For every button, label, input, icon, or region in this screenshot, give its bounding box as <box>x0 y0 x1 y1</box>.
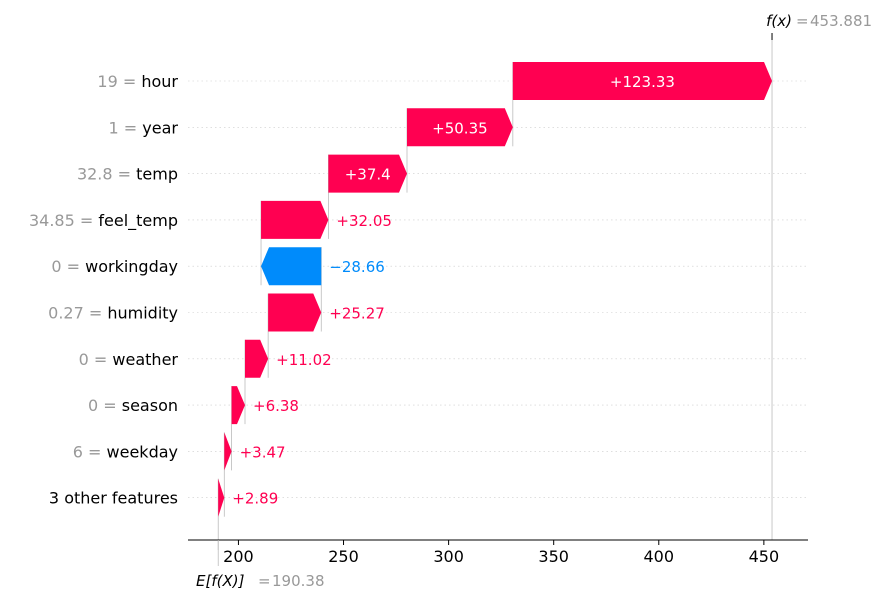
feature-name: feel_temp <box>98 211 178 231</box>
feature-equals: = <box>62 257 86 276</box>
fx-label: f(x) <box>766 12 792 30</box>
feature-label: 0 = weather <box>79 350 179 369</box>
feature-equals: = <box>119 118 143 137</box>
positive-contribution-bar <box>231 386 246 425</box>
feature-value: 0 <box>79 350 89 369</box>
feature-equals: = <box>75 211 99 230</box>
feature-label: 6 = weekday <box>73 442 178 461</box>
contribution-label: +25.27 <box>329 305 385 323</box>
x-tick-label: 200 <box>223 547 254 566</box>
feature-name: weekday <box>107 442 178 461</box>
feature-name: year <box>142 118 178 137</box>
fx-eq: = <box>796 12 809 30</box>
feature-equals: = <box>113 165 137 184</box>
ex-label: E[f(X)] <box>196 572 245 590</box>
feature-label: 34.85 = feel_temp <box>29 211 178 231</box>
feature-equals: = <box>89 350 113 369</box>
x-tick-label: 450 <box>749 547 780 566</box>
feature-name: weather <box>112 350 178 369</box>
contribution-label: +11.02 <box>276 351 332 369</box>
contribution-label: −28.66 <box>329 258 385 276</box>
positive-contribution-bar <box>328 154 407 193</box>
feature-name: workingday <box>85 257 178 276</box>
positive-contribution-bar <box>218 478 225 517</box>
contribution-label: +123.33 <box>610 73 675 91</box>
x-axis: 200 250 300 350 400 450 <box>188 539 808 566</box>
feature-label: 0 = season <box>88 396 178 415</box>
feature-name: humidity <box>107 304 178 323</box>
contribution-label: +37.4 <box>345 166 391 184</box>
feature-name: hour <box>141 72 178 91</box>
ex-eq: = <box>258 572 271 590</box>
fx-value: 453.881 <box>810 12 872 30</box>
feature-label: 0.27 = humidity <box>48 304 178 323</box>
feature-name: season <box>122 396 178 415</box>
contribution-bars <box>218 62 773 517</box>
feature-equals: = <box>83 442 107 461</box>
feature-label: 0 = workingday <box>51 257 178 276</box>
negative-contribution-bar <box>261 247 322 286</box>
positive-contribution-bar <box>261 200 329 239</box>
feature-value: 0 <box>51 257 61 276</box>
contribution-label: +2.89 <box>232 490 278 508</box>
feature-equals: = <box>84 304 108 323</box>
feature-labels: +123.33 19 = hour +50.35 1 = year +37.4 32.8 … <box>29 72 675 508</box>
feature-value: 0 <box>88 396 98 415</box>
contribution-label: +3.47 <box>240 443 286 461</box>
feature-value: 34.85 <box>29 211 75 230</box>
feature-value: 19 <box>97 72 117 91</box>
contribution-label: +50.35 <box>432 119 488 137</box>
feature-equals: = <box>98 396 122 415</box>
contribution-label: +6.38 <box>253 397 299 415</box>
x-tick-label: 400 <box>644 547 675 566</box>
feature-value: 1 <box>109 118 119 137</box>
feature-name: temp <box>136 165 178 184</box>
contribution-label: +32.05 <box>336 212 392 230</box>
positive-contribution-bar <box>268 293 322 332</box>
feature-label: 1 = year <box>109 118 179 137</box>
positive-contribution-bar <box>406 108 513 147</box>
positive-contribution-bar <box>224 432 232 471</box>
positive-contribution-bar <box>512 62 773 100</box>
ex-value: 190.38 <box>272 572 325 590</box>
positive-contribution-bar <box>245 339 269 378</box>
feature-value: 32.8 <box>77 165 113 184</box>
feature-name: 3 other features <box>49 489 178 508</box>
feature-equals: = <box>118 72 142 91</box>
x-tick-label: 300 <box>433 547 464 566</box>
feature-label: 3 other features <box>49 489 178 508</box>
feature-value: 0.27 <box>48 304 84 323</box>
feature-label: 19 = hour <box>97 72 178 91</box>
x-tick-label: 250 <box>328 547 359 566</box>
feature-label: 32.8 = temp <box>77 165 178 184</box>
x-tick-label: 350 <box>538 547 569 566</box>
feature-value: 6 <box>73 442 83 461</box>
